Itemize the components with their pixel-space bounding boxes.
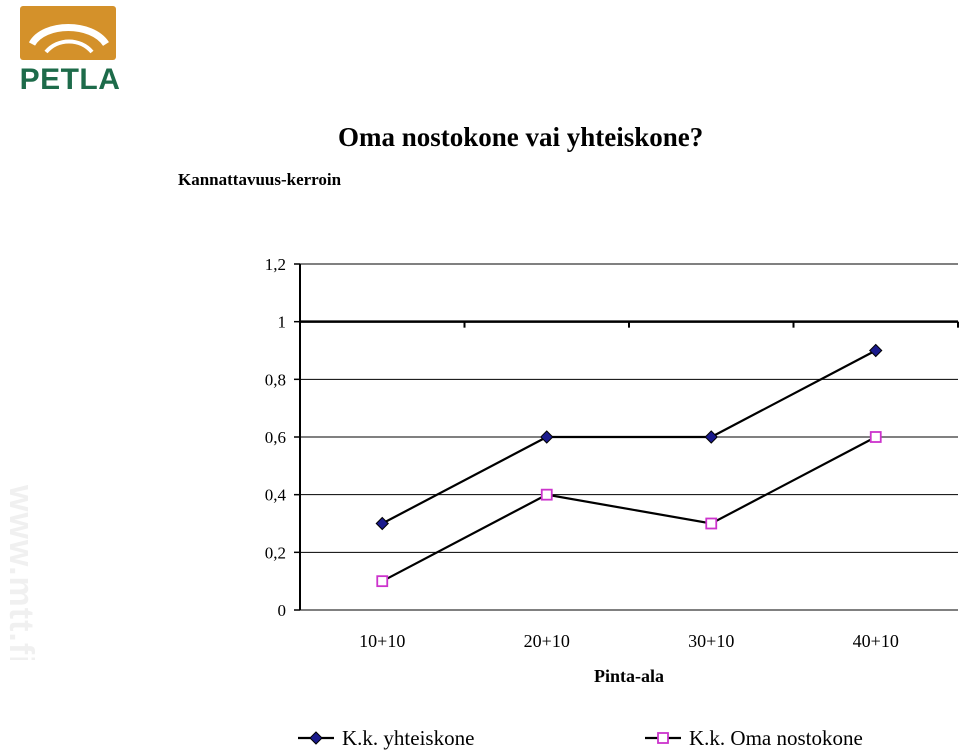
chart-title: Oma nostokone vai yhteiskone? [338,122,704,152]
y-tick-label: 0,2 [265,543,286,562]
data-point [705,517,718,530]
logo-text: PETLA [19,63,121,96]
x-tick-labels: 10+10 20+10 30+10 40+10 [359,631,899,651]
y-tick-label: 0,8 [265,370,286,389]
series-2 [376,431,882,588]
data-point [704,430,718,444]
legend-label: K.k. yhteiskone [342,726,474,750]
legend-label: K.k. Oma nostokone [689,726,863,750]
axes [294,263,959,611]
x-tick-label: 10+10 [359,631,405,651]
y-tick-labels: 0 0,2 0,4 0,6 0,8 1 1,2 [265,255,287,620]
y-axis-label: Kannattavuus-kerroin [178,170,342,189]
y-tick-label: 0,4 [265,486,287,505]
x-tick-label: 40+10 [853,631,899,651]
y-tick-label: 1 [278,313,287,332]
legend: K.k. yhteiskone K.k. Oma nostokone [298,726,863,750]
legend-item-1: K.k. yhteiskone [298,726,474,750]
series-line [381,436,877,583]
petla-logo: PETLA [18,4,122,96]
data-point [540,488,553,501]
petla-emblem-icon [20,6,116,60]
data-point [540,430,554,444]
legend-item-2: K.k. Oma nostokone [645,726,863,750]
series-1 [375,343,883,531]
y-tick-label: 0 [278,601,287,620]
series-group [375,343,883,588]
data-point [869,431,882,443]
legend-marker [657,732,669,744]
data-point [375,516,389,531]
x-tick-label: 20+10 [524,631,570,651]
legend-marker [309,731,323,745]
data-point [869,343,883,358]
series-line [381,349,877,525]
data-point [376,575,389,588]
x-tick-label: 30+10 [688,631,734,651]
y-tick-label: 0,6 [265,428,286,447]
x-axis-label: Pinta-ala [594,666,664,686]
y-tick-label: 1,2 [265,255,286,274]
